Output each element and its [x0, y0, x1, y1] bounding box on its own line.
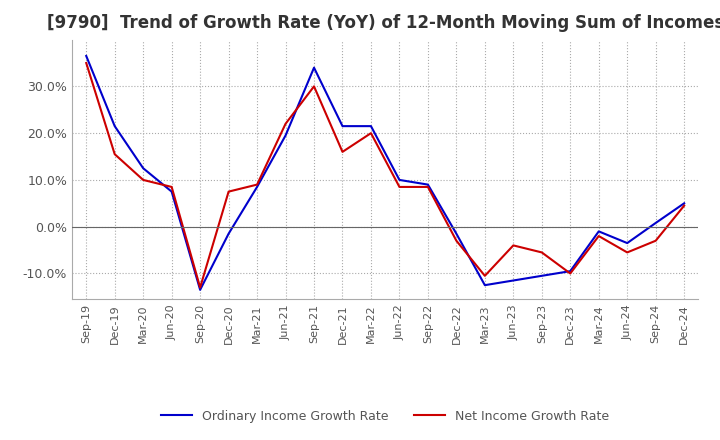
Net Income Growth Rate — [537, 250, 546, 255]
Net Income Growth Rate — [310, 84, 318, 89]
Net Income Growth Rate — [480, 273, 489, 279]
Ordinary Income Growth Rate — [167, 189, 176, 194]
Ordinary Income Growth Rate — [110, 124, 119, 129]
Net Income Growth Rate — [680, 203, 688, 208]
Net Income Growth Rate — [196, 285, 204, 290]
Legend: Ordinary Income Growth Rate, Net Income Growth Rate: Ordinary Income Growth Rate, Net Income … — [156, 405, 614, 428]
Ordinary Income Growth Rate — [366, 124, 375, 129]
Net Income Growth Rate — [282, 121, 290, 126]
Ordinary Income Growth Rate — [537, 273, 546, 279]
Net Income Growth Rate — [253, 182, 261, 187]
Ordinary Income Growth Rate — [452, 231, 461, 236]
Ordinary Income Growth Rate — [282, 133, 290, 138]
Net Income Growth Rate — [595, 233, 603, 238]
Net Income Growth Rate — [395, 184, 404, 190]
Net Income Growth Rate — [452, 238, 461, 243]
Net Income Growth Rate — [139, 177, 148, 183]
Line: Net Income Growth Rate: Net Income Growth Rate — [86, 63, 684, 287]
Ordinary Income Growth Rate — [680, 201, 688, 206]
Ordinary Income Growth Rate — [623, 240, 631, 246]
Ordinary Income Growth Rate — [139, 165, 148, 171]
Net Income Growth Rate — [338, 149, 347, 154]
Ordinary Income Growth Rate — [196, 287, 204, 293]
Ordinary Income Growth Rate — [225, 231, 233, 236]
Ordinary Income Growth Rate — [652, 220, 660, 226]
Net Income Growth Rate — [566, 271, 575, 276]
Line: Ordinary Income Growth Rate: Ordinary Income Growth Rate — [86, 56, 684, 290]
Net Income Growth Rate — [623, 250, 631, 255]
Net Income Growth Rate — [652, 238, 660, 243]
Ordinary Income Growth Rate — [566, 268, 575, 274]
Ordinary Income Growth Rate — [310, 65, 318, 70]
Ordinary Income Growth Rate — [509, 278, 518, 283]
Ordinary Income Growth Rate — [423, 182, 432, 187]
Net Income Growth Rate — [509, 243, 518, 248]
Net Income Growth Rate — [366, 131, 375, 136]
Ordinary Income Growth Rate — [595, 229, 603, 234]
Ordinary Income Growth Rate — [338, 124, 347, 129]
Net Income Growth Rate — [167, 184, 176, 190]
Net Income Growth Rate — [423, 184, 432, 190]
Title: [9790]  Trend of Growth Rate (YoY) of 12-Month Moving Sum of Incomes: [9790] Trend of Growth Rate (YoY) of 12-… — [47, 15, 720, 33]
Net Income Growth Rate — [110, 151, 119, 157]
Ordinary Income Growth Rate — [480, 282, 489, 288]
Net Income Growth Rate — [225, 189, 233, 194]
Ordinary Income Growth Rate — [253, 184, 261, 190]
Net Income Growth Rate — [82, 60, 91, 66]
Ordinary Income Growth Rate — [82, 53, 91, 59]
Ordinary Income Growth Rate — [395, 177, 404, 183]
